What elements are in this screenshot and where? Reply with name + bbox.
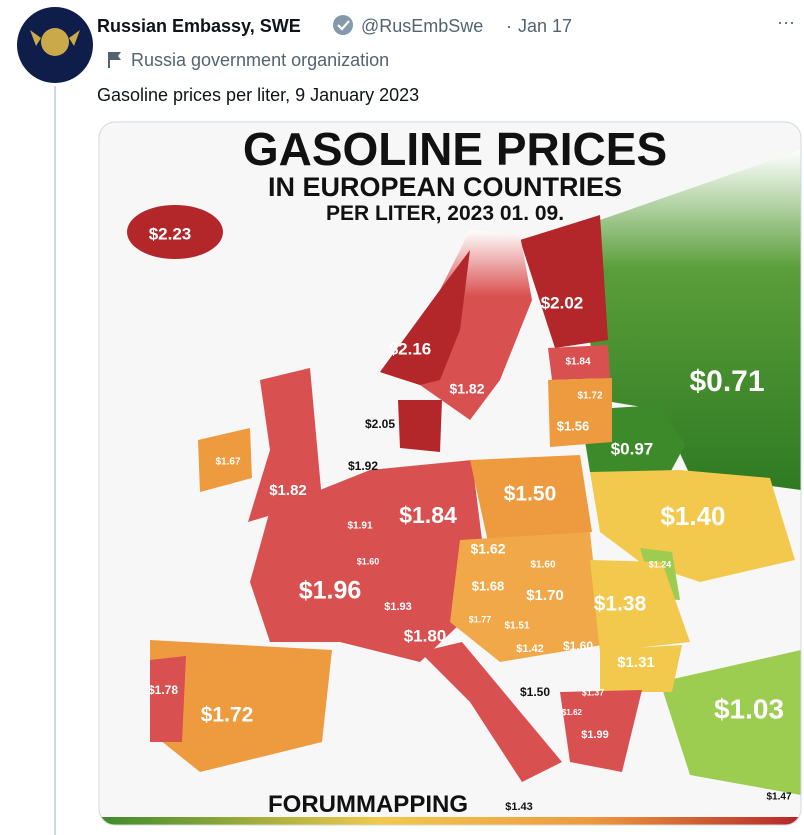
map-source: FORUMMAPPING [268,791,468,818]
price-label: $1.70 [526,587,564,604]
account-label: Russia government organization [131,50,389,70]
price-label: $1.37 [582,687,605,697]
price-label: $2.05 [365,417,395,431]
price-label: $1.72 [201,704,254,727]
price-label: $1.84 [399,502,457,528]
price-label: $0.97 [611,439,654,458]
tweet-text: Gasoline prices per liter, 9 January 202… [97,85,419,105]
verified-badge [333,15,353,35]
price-label: $1.67 [215,457,240,468]
price-label: $1.62 [562,708,583,717]
price-label: $2.23 [149,224,192,243]
date[interactable]: Jan 17 [518,16,572,36]
price-label: $1.84 [565,357,590,368]
price-label: $1.92 [348,459,378,473]
price-label: $1.40 [660,501,725,531]
price-label: $1.47 [766,792,791,803]
price-label: $1.82 [449,381,484,397]
price-label: $1.60 [357,556,380,566]
price-label: $1.60 [530,560,555,571]
map-date-line: PER LITER, 2023 01. 09. [326,202,564,225]
price-label: $1.51 [504,621,529,632]
tweet: Russian Embassy, SWE @RusEmbSwe · Jan 17… [0,0,804,835]
price-label: $2.16 [389,339,432,358]
handle[interactable]: @RusEmbSwe [361,16,483,36]
price-label: $1.03 [714,693,784,724]
price-label: $0.71 [689,365,764,398]
separator: · [506,16,512,36]
map-subtitle: IN EUROPEAN COUNTRIES [268,172,622,202]
avatar[interactable] [17,7,93,83]
more-button[interactable]: ··· [777,12,795,32]
price-label: $1.62 [470,541,505,557]
price-label: $1.80 [404,626,447,645]
price-label: $1.38 [594,593,647,616]
price-label: $1.50 [504,483,557,506]
price-label: $1.82 [269,482,307,499]
price-label: $1.72 [577,391,602,402]
tweet-image[interactable]: GASOLINE PRICES IN EUROPEAN COUNTRIES PE… [99,122,801,825]
price-label: $1.50 [520,685,550,699]
price-label: $1.42 [516,643,544,655]
price-label: $1.78 [148,683,178,697]
map-title: GASOLINE PRICES [243,123,667,175]
price-label: $1.96 [299,577,362,605]
price-label: $1.77 [469,614,492,624]
price-label: $1.68 [472,578,505,593]
price-label: $1.24 [649,559,672,569]
price-label: $1.99 [581,729,609,741]
author-name[interactable]: Russian Embassy, SWE [97,16,301,36]
price-label: $1.31 [617,654,655,671]
price-label: $1.43 [505,801,533,813]
price-label: $2.02 [541,293,584,312]
price-label: $1.60 [563,639,593,653]
flag-icon [109,52,121,68]
price-label: $1.93 [384,601,412,613]
price-label: $1.91 [347,521,372,532]
price-label: $1.56 [557,418,590,433]
